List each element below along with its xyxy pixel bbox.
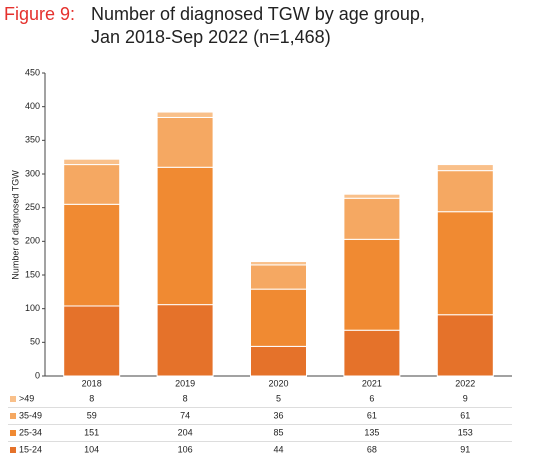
table-cell: 9 (463, 393, 468, 403)
bar-segment (250, 288, 307, 347)
table-cell: 36 (273, 410, 283, 420)
x-tick-label: 2018 (82, 378, 102, 388)
bar-segment (156, 304, 214, 377)
bar-segment (436, 211, 494, 316)
chart-title: Jan 2018-Sep 2022 (n=1,468) (91, 27, 331, 47)
y-tick-label: 250 (25, 202, 40, 212)
bar-segment (436, 314, 494, 377)
legend-swatch (10, 396, 16, 402)
figure-label: Figure 9: (4, 4, 75, 24)
y-tick-label: 100 (25, 303, 40, 313)
table-cell: 106 (178, 444, 193, 454)
table-cell: 68 (367, 444, 377, 454)
y-axis-label: Number of diagnosed TGW (10, 170, 20, 280)
bar-segment (436, 164, 494, 172)
table-cell: 74 (180, 410, 190, 420)
table-cell: 135 (364, 427, 379, 437)
legend-label: 25-34 (19, 427, 42, 437)
table-cell: 204 (178, 427, 193, 437)
y-tick-label: 450 (25, 67, 40, 77)
y-tick-label: 150 (25, 269, 40, 279)
x-tick-label: 2020 (268, 378, 288, 388)
bar-segment (250, 264, 307, 290)
legend-label: 15-24 (19, 444, 42, 454)
bar-segment (343, 197, 401, 240)
bar-segment (63, 158, 121, 166)
bar-segment (436, 170, 494, 213)
table-cell: 8 (89, 393, 94, 403)
y-tick-label: 400 (25, 101, 40, 111)
bar-segment (343, 193, 401, 199)
table-cell: 85 (273, 427, 283, 437)
legend-swatch (10, 413, 16, 419)
legend-label: >49 (19, 393, 34, 403)
chart-title: Number of diagnosed TGW by age group, (91, 4, 425, 24)
bar-segment (250, 345, 307, 377)
table-cell: 153 (458, 427, 473, 437)
legend-label: 35-49 (19, 410, 42, 420)
y-tick-label: 300 (25, 168, 40, 178)
bar-segment (63, 164, 121, 205)
table-cell: 8 (183, 393, 188, 403)
table-cell: 6 (369, 393, 374, 403)
bar-segment (156, 116, 214, 168)
x-tick-label: 2019 (175, 378, 195, 388)
bar-segment (156, 111, 214, 118)
table-cell: 61 (460, 410, 470, 420)
x-tick-label: 2022 (455, 378, 475, 388)
y-tick-label: 50 (30, 337, 40, 347)
table-cell: 61 (367, 410, 377, 420)
bar-segment (156, 166, 214, 306)
table-cell: 5 (276, 393, 281, 403)
table-cell: 151 (84, 427, 99, 437)
y-tick-label: 0 (35, 370, 40, 380)
bar-segment (343, 238, 401, 331)
legend-swatch (10, 447, 16, 453)
y-tick-label: 350 (25, 135, 40, 145)
table-cell: 44 (273, 444, 283, 454)
bar-segment (250, 261, 307, 266)
y-tick-label: 200 (25, 236, 40, 246)
bar-segment (63, 203, 121, 307)
table-cell: 59 (87, 410, 97, 420)
bar-segment (343, 329, 401, 377)
bar-segment (63, 305, 121, 377)
x-tick-label: 2021 (362, 378, 382, 388)
table-cell: 104 (84, 444, 99, 454)
table-cell: 91 (460, 444, 470, 454)
legend-swatch (10, 430, 16, 436)
